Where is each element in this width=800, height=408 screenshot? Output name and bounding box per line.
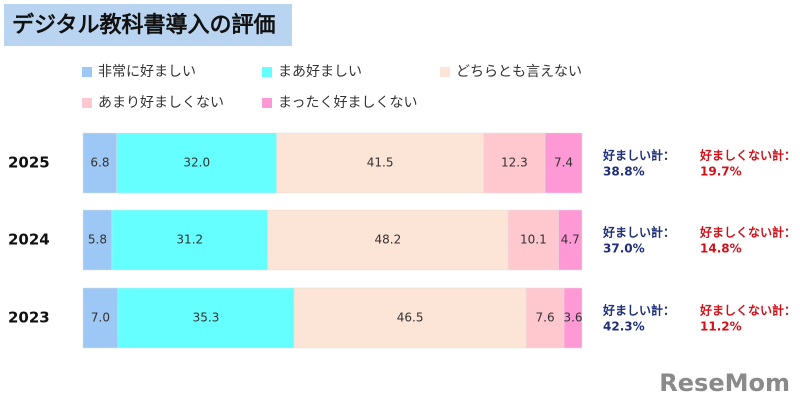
bar-segment xyxy=(267,209,509,271)
bar-segment xyxy=(276,132,484,194)
legend-label: どちらとも言えない xyxy=(456,64,582,80)
legend-swatch xyxy=(440,67,450,77)
bar-segment xyxy=(82,209,113,271)
title-box xyxy=(4,4,292,46)
data-label: 4.7 xyxy=(561,233,580,247)
data-label: 32.0 xyxy=(183,156,210,170)
legend-swatch xyxy=(82,67,92,77)
positive-total-label: 好ましい計： xyxy=(602,303,675,318)
bar-segment xyxy=(82,132,118,194)
data-label: 46.5 xyxy=(397,311,424,325)
negative-total: 19.7% xyxy=(700,165,742,179)
y-tick-label: 2024 xyxy=(8,231,50,249)
positive-total: 38.8% xyxy=(603,165,645,179)
negative-total: 14.8% xyxy=(700,242,742,256)
legend-swatch xyxy=(262,98,272,108)
watermark: ReseMom xyxy=(659,369,790,397)
data-label: 7.6 xyxy=(536,311,555,325)
data-label: 3.6 xyxy=(563,311,582,325)
positive-total-label: 好ましい計： xyxy=(602,148,675,163)
bar-segment xyxy=(507,209,559,271)
negative-total: 11.2% xyxy=(700,320,742,334)
bar-segment xyxy=(544,132,583,194)
data-label: 6.8 xyxy=(90,156,109,170)
data-label: 41.5 xyxy=(367,156,394,170)
data-label: 12.3 xyxy=(501,156,528,170)
legend-label: まったく好ましくない xyxy=(278,95,417,111)
data-label: 31.2 xyxy=(176,233,203,247)
bar-segment xyxy=(525,287,565,349)
legend-label: あまり好ましくない xyxy=(98,95,224,111)
y-tick-label: 2023 xyxy=(8,309,50,327)
data-label: 35.3 xyxy=(193,311,220,325)
bar-segment xyxy=(111,209,268,271)
bar-segment xyxy=(293,287,527,349)
bar-segment xyxy=(483,132,546,194)
positive-total: 42.3% xyxy=(603,320,645,334)
negative-total-label: 好ましくない計： xyxy=(699,303,796,318)
chart-title: デジタル教科書導入の評価 xyxy=(12,12,276,38)
negative-total-label: 好ましくない計： xyxy=(699,148,796,163)
data-label: 48.2 xyxy=(375,233,402,247)
positive-total: 37.0% xyxy=(603,242,645,256)
negative-total-label: 好ましくない計： xyxy=(699,225,796,240)
legend-swatch xyxy=(262,67,272,77)
positive-total-label: 好ましい計： xyxy=(602,225,675,240)
legend-swatch xyxy=(82,98,92,108)
legend-label: まあ好ましい xyxy=(278,64,362,80)
bar-segment xyxy=(117,287,295,349)
data-label: 7.0 xyxy=(91,311,110,325)
bar-segment xyxy=(558,209,583,271)
bar-segment xyxy=(116,132,277,194)
data-label: 5.8 xyxy=(88,233,107,247)
data-label: 10.1 xyxy=(520,233,547,247)
bar-segment xyxy=(82,287,119,349)
legend-label: 非常に好ましい xyxy=(98,64,196,80)
y-tick-label: 2025 xyxy=(8,154,50,172)
data-label: 7.4 xyxy=(554,156,573,170)
bar-segment xyxy=(563,287,583,349)
